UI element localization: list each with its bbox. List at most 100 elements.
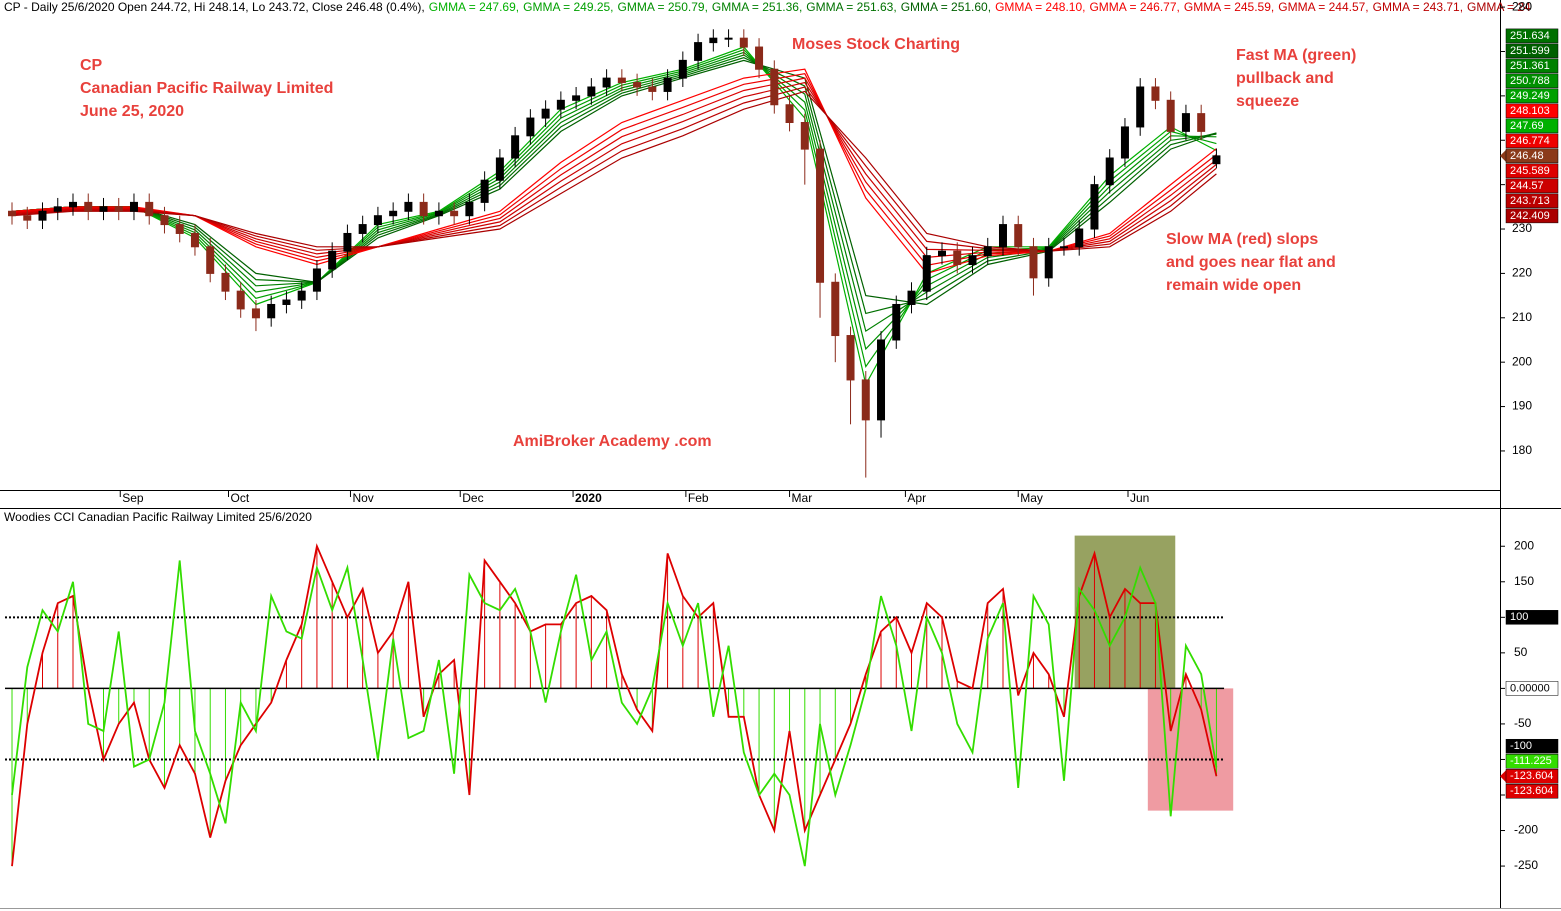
last-value-label-box [1505, 738, 1559, 754]
candle-body [221, 272, 230, 292]
last-value-label-box [1505, 753, 1559, 769]
candle-body [419, 201, 428, 217]
last-value-label-box [1505, 133, 1559, 149]
candle-body [1029, 246, 1038, 279]
last-value-label-box [1505, 178, 1559, 194]
level-label: 100 [1510, 611, 1528, 623]
candle-body [648, 86, 657, 92]
x-tick-label: Dec [462, 491, 483, 505]
candle-body [160, 215, 169, 226]
last-value-label: 251.361 [1510, 60, 1550, 72]
candle-body [282, 299, 291, 305]
x-tick-label: Sep [122, 491, 144, 505]
candle-body [678, 59, 687, 79]
level-label-box [1505, 610, 1559, 625]
candle-body [846, 335, 855, 381]
cci-title: Woodies CCI Canadian Pacific Railway Lim… [4, 510, 312, 524]
candle-body [495, 157, 504, 181]
annotation: squeeze [1236, 93, 1299, 110]
candle-body [480, 179, 489, 203]
annotation: and goes near flat and [1166, 254, 1336, 271]
candle-body [99, 206, 108, 212]
candle-body [236, 290, 245, 310]
last-value-label: -111.225 [1510, 755, 1552, 767]
header-gmma: GMMA = 247.69, [429, 0, 519, 14]
highlight-zone [1147, 688, 1234, 811]
x-tick-label: Oct [231, 491, 250, 505]
candle-body [663, 77, 672, 92]
candle-body [297, 290, 306, 301]
last-value-label: 244.57 [1510, 180, 1544, 192]
header-gmma: GMMA = 250.79, [618, 0, 708, 14]
last-value-label-box [1505, 783, 1559, 799]
header-gmma: GMMA = 243.71, [1373, 0, 1463, 14]
candle-body [312, 268, 321, 292]
last-value-label-box [1505, 103, 1559, 119]
value-pointer [1500, 770, 1506, 783]
annotation: Canadian Pacific Railway Limited [80, 80, 333, 97]
level-label-box [1505, 681, 1559, 696]
last-value-label: 242.409 [1510, 210, 1550, 222]
candle-body [434, 210, 443, 217]
candle-body [175, 224, 184, 234]
candle-body [816, 148, 825, 283]
header-gmma: GMMA = 244.57, [1278, 0, 1368, 14]
candle-body [251, 308, 260, 319]
candle-body [129, 201, 138, 212]
candle-body [465, 201, 474, 217]
candle-body [53, 206, 62, 212]
candle-body [1166, 99, 1175, 132]
gmma-line [11, 90, 1217, 252]
candle-body [23, 215, 32, 221]
y-tick-label: -50 [1514, 716, 1532, 730]
candle-body [38, 210, 47, 221]
header-gmma: GMMA = 245.59, [1184, 0, 1274, 14]
candle-body [1059, 246, 1068, 249]
candle-body [358, 224, 367, 234]
candle-body [373, 215, 382, 226]
last-value-label-box [1505, 58, 1559, 74]
candle-body [617, 77, 626, 84]
candle-body [572, 95, 581, 101]
header-gmma: GMMA = 251.63, [806, 0, 896, 14]
header-gmma: GMMA = 251.36, [712, 0, 802, 14]
last-value-label: 243.713 [1510, 195, 1550, 207]
candle-body [556, 99, 565, 110]
last-value-label-box [1505, 148, 1559, 164]
candle-body [267, 303, 276, 319]
annotation: June 25, 2020 [80, 103, 184, 120]
candle-body [511, 135, 520, 159]
header-gmma: GMMA = 251.60, [901, 0, 991, 14]
candle-body [633, 82, 642, 88]
y-tick-label: 280 [1512, 0, 1532, 13]
candle-body [861, 379, 870, 421]
gmma-line [11, 59, 1217, 306]
candle-body [724, 37, 733, 40]
last-value-label-box [1505, 28, 1559, 44]
candle-body [328, 250, 337, 270]
candle-body [450, 210, 459, 217]
candle-body [68, 201, 77, 208]
x-tick-label: Apr [907, 491, 926, 505]
candle-body [998, 224, 1007, 248]
x-tick-label: 2020 [575, 491, 602, 505]
candle-body [84, 201, 93, 212]
x-tick-label: Feb [688, 491, 709, 505]
candle-body [1044, 246, 1053, 279]
last-value-label-box [1505, 73, 1559, 89]
candle-body [1014, 224, 1023, 248]
cci-line [11, 543, 1218, 867]
last-value-label: 246.48 [1510, 150, 1544, 162]
candle-body [343, 232, 352, 252]
candle-body [983, 246, 992, 257]
candle-body [694, 42, 703, 61]
candle-body [114, 206, 123, 212]
last-value-label-box [1505, 193, 1559, 209]
annotation: remain wide open [1166, 277, 1301, 294]
candle-body [892, 303, 901, 341]
last-value-label: -100 [1510, 740, 1532, 752]
x-tick-label: Mar [792, 491, 813, 505]
candle-body [938, 250, 947, 257]
last-value-label: 251.599 [1510, 45, 1550, 57]
